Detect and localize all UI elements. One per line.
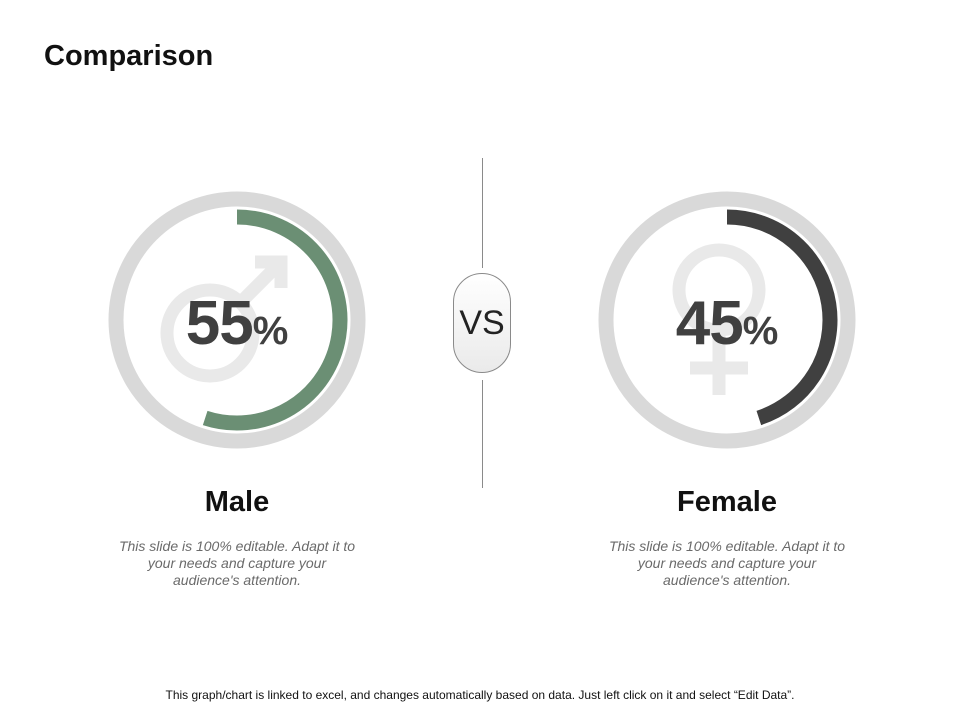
female-percent-label: 45%: [597, 288, 857, 359]
male-percent-label: 55%: [107, 288, 367, 359]
male-percent-value: 55: [185, 289, 254, 358]
male-gauge-arc: [202, 209, 348, 431]
female-gauge: [598, 191, 856, 449]
male-gauge: [108, 191, 366, 449]
female-label: Female: [677, 486, 777, 518]
divider-top: [482, 158, 483, 268]
footer-note: This graph/chart is linked to excel, and…: [165, 688, 795, 702]
female-gauge-track: [598, 191, 856, 449]
male-gauge-track: [108, 191, 366, 449]
male-symbol-icon: [160, 255, 288, 383]
page-title: Comparison: [44, 40, 214, 72]
divider-bottom: [482, 380, 483, 488]
male-label: Male: [204, 486, 270, 518]
male-description: This slide is 100% editable. Adapt it to…: [118, 538, 356, 588]
male-percent-unit: %: [252, 309, 289, 353]
female-percent-value: 45: [675, 289, 744, 358]
female-description: This slide is 100% editable. Adapt it to…: [608, 538, 846, 588]
female-symbol-icon: [672, 243, 766, 395]
female-percent-unit: %: [742, 309, 779, 353]
vs-badge: VS: [453, 273, 511, 373]
female-gauge-arc: [726, 209, 838, 426]
